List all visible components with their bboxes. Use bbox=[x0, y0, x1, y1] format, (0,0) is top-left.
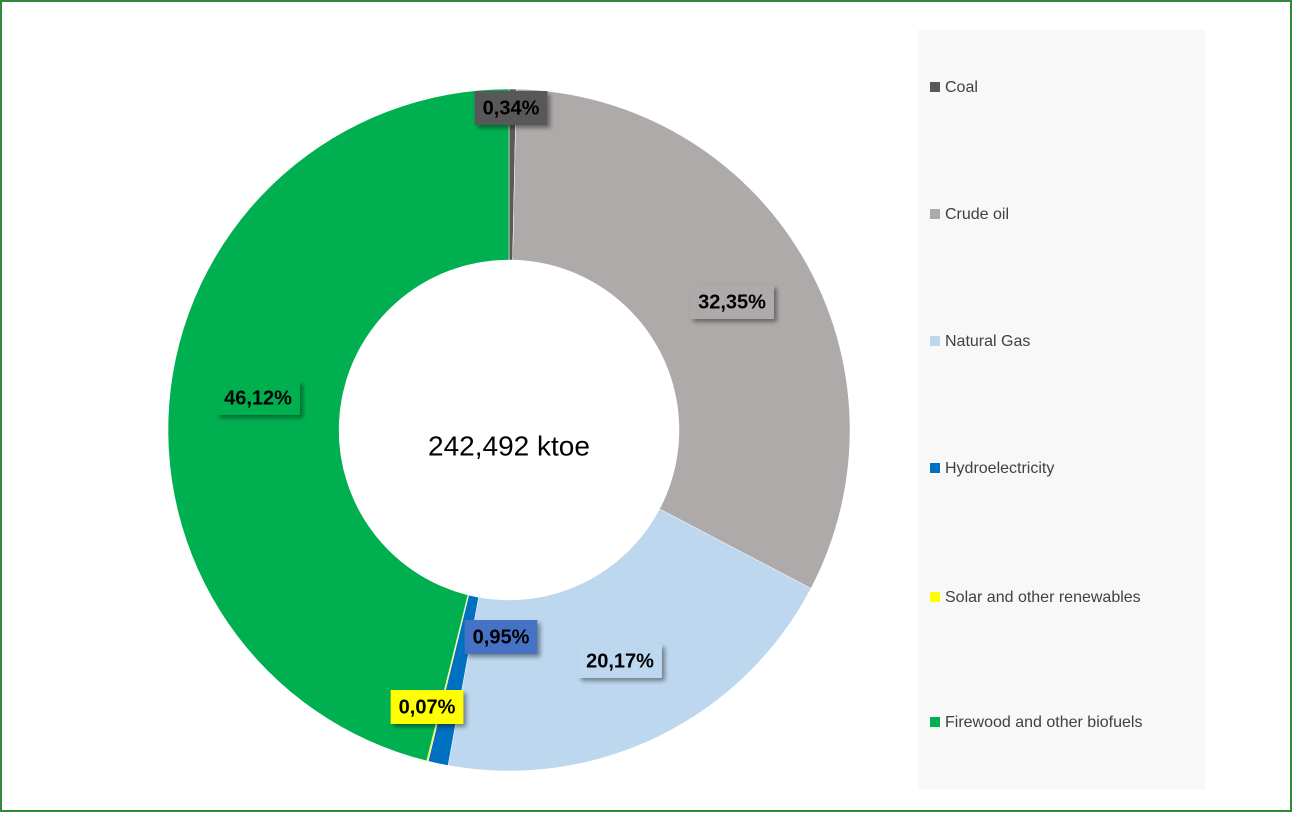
legend-swatch bbox=[930, 82, 940, 92]
label-box bbox=[216, 381, 300, 415]
label-box bbox=[390, 690, 464, 724]
slice bbox=[512, 88, 851, 589]
legend-label: Firewood and other biofuels bbox=[945, 714, 1142, 731]
legend-swatch bbox=[930, 463, 940, 473]
value-label: 0,07% bbox=[399, 696, 456, 718]
data-labels: 0,34% 32,35% 20,17% 0,95% 0,07% 46,12% bbox=[216, 91, 774, 724]
value-label: 32,35% bbox=[698, 291, 766, 313]
value-label: 46,12% bbox=[224, 387, 292, 409]
legend-label: Coal bbox=[945, 79, 978, 96]
data-label: 32,35% bbox=[690, 285, 774, 319]
legend-label: Solar and other renewables bbox=[945, 589, 1141, 606]
data-label: 0,95% bbox=[464, 620, 538, 654]
legend-label: Crude oil bbox=[945, 206, 1009, 223]
slice bbox=[447, 508, 812, 772]
legend-swatch bbox=[930, 717, 940, 727]
data-label: 0,07% bbox=[390, 690, 464, 724]
data-label: 46,12% bbox=[216, 381, 300, 415]
legend-panel bbox=[918, 30, 1205, 790]
legend-label: Hydroelectricity bbox=[945, 460, 1054, 477]
legend-swatch bbox=[930, 209, 940, 219]
label-box bbox=[464, 620, 538, 654]
value-label: 0,95% bbox=[473, 626, 530, 648]
legend: Coal Crude oil Natural Gas Hydroelectricity… bbox=[930, 79, 1142, 731]
label-box bbox=[690, 285, 774, 319]
label-box bbox=[578, 644, 662, 678]
data-label: 20,17% bbox=[578, 644, 662, 678]
value-label: 0,34% bbox=[483, 97, 540, 119]
legend-label: Natural Gas bbox=[945, 333, 1030, 350]
label-box bbox=[474, 91, 548, 125]
slice bbox=[167, 88, 510, 762]
legend-swatch bbox=[930, 336, 940, 346]
value-label: 20,17% bbox=[586, 650, 654, 672]
center-annotation: 242,492 ktoe bbox=[428, 430, 590, 461]
legend-swatch bbox=[930, 592, 940, 602]
data-label: 0,34% bbox=[474, 91, 548, 125]
